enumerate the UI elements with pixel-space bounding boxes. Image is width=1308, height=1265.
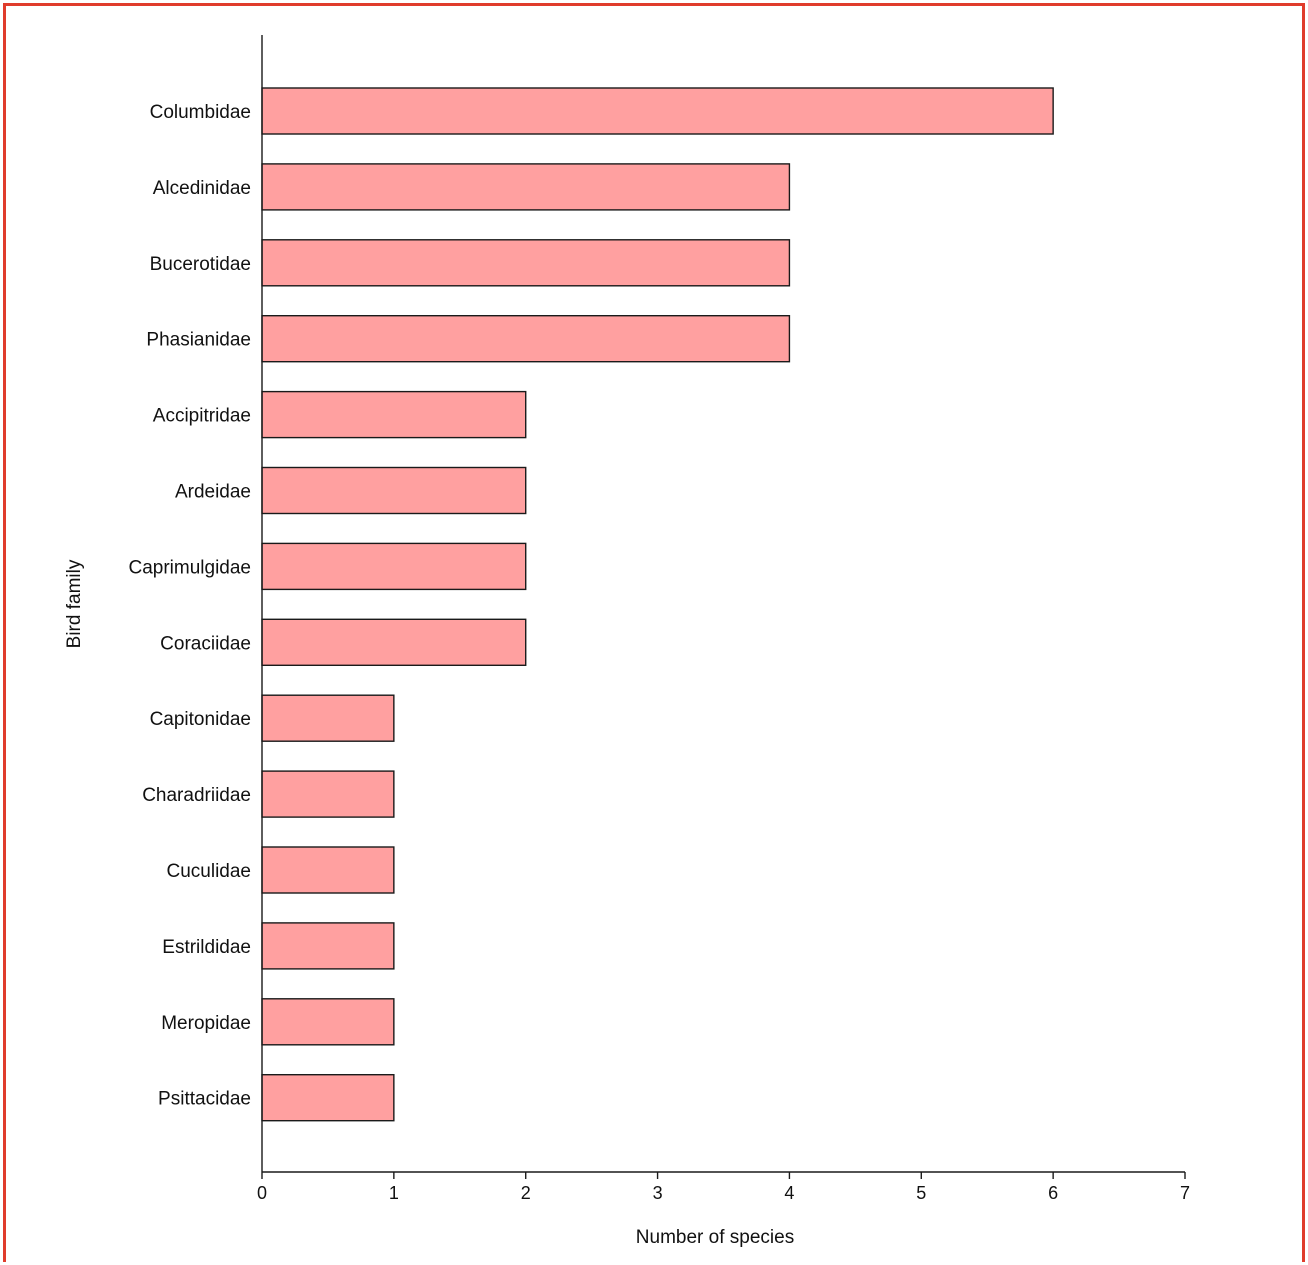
bar-phasianidae [261, 315, 791, 363]
x-ticks-group: 0 1 2 3 4 5 6 7 [257, 1172, 1190, 1203]
x-tick-label: 7 [1180, 1183, 1190, 1203]
bar-psittacidae [261, 1073, 395, 1122]
bar-coraciidae [261, 618, 527, 666]
bar-alcedinidae [261, 163, 791, 211]
bar-ardeidae [261, 466, 527, 515]
bars-group [261, 87, 1054, 1122]
category-label: Accipitridae [153, 406, 251, 427]
x-axis-title: Number of species [636, 1227, 794, 1248]
bar-bucerotidae [261, 239, 791, 287]
x-tick-label: 4 [784, 1183, 794, 1203]
x-tick-label: 1 [389, 1183, 399, 1203]
bar-meropidae [261, 998, 395, 1046]
category-labels-group: Columbidae Alcedinidae Bucerotidae Phasiani… [128, 102, 251, 1110]
category-label: Capitonidae [150, 709, 251, 730]
bar-charadriidae [261, 770, 395, 818]
bar-columbidae [261, 87, 1054, 135]
category-label: Charadriidae [142, 785, 251, 806]
category-label: Coraciidae [160, 633, 251, 654]
category-label: Bucerotidae [150, 254, 251, 275]
x-tick-label: 3 [653, 1183, 663, 1203]
category-label: Columbidae [150, 102, 251, 123]
category-label: Caprimulgidae [128, 557, 251, 578]
bar-accipitridae [261, 390, 527, 439]
category-label: Ardeidae [175, 482, 251, 503]
bar-capitonidae [261, 694, 395, 742]
category-label: Phasianidae [146, 330, 251, 351]
category-label: Alcedinidae [153, 178, 251, 199]
bar-caprimulgidae [261, 542, 527, 591]
x-tick-label: 0 [257, 1183, 267, 1203]
x-tick-label: 6 [1048, 1183, 1058, 1203]
category-label: Cuculidae [167, 861, 252, 882]
category-label: Meropidae [161, 1013, 251, 1034]
x-tick-label: 5 [916, 1183, 926, 1203]
bar-cuculidae [261, 846, 395, 894]
x-tick-label: 2 [521, 1183, 531, 1203]
bar-estrildidae [261, 922, 395, 970]
y-axis-title: Bird family [64, 559, 85, 648]
category-label: Estrildidae [162, 937, 251, 958]
category-label: Psittacidae [158, 1089, 251, 1110]
figure-frame [3, 3, 1305, 1262]
